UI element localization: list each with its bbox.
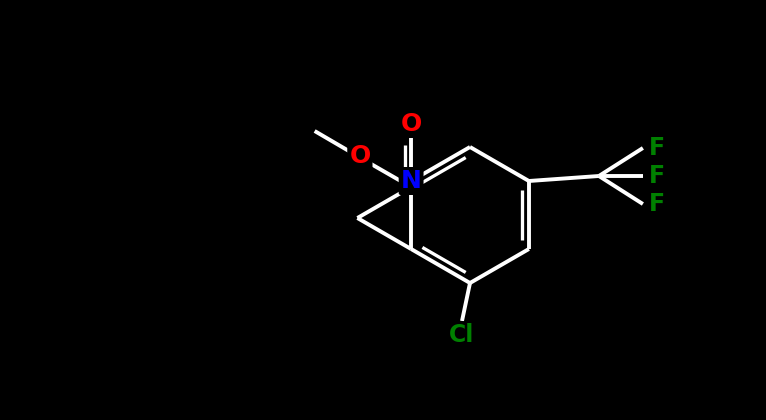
Text: F: F [649, 192, 665, 216]
Text: F: F [649, 136, 665, 160]
Text: O: O [349, 144, 371, 168]
Text: Cl: Cl [450, 323, 475, 347]
Text: O: O [401, 112, 422, 136]
Text: N: N [401, 169, 421, 193]
Text: F: F [649, 164, 665, 188]
